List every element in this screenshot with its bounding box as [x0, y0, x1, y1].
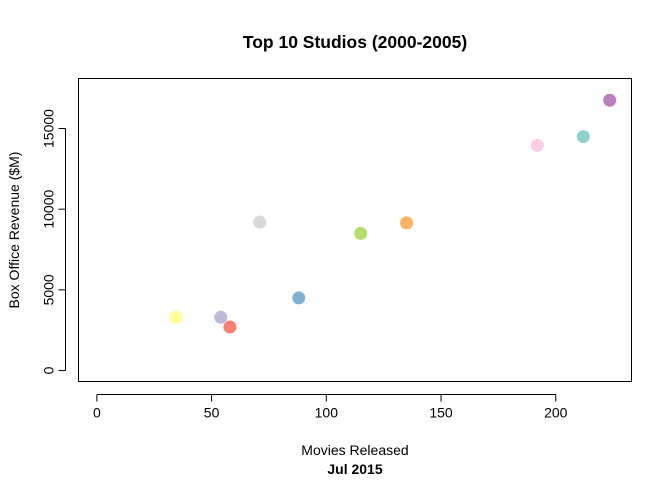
data-point: [354, 226, 368, 240]
x-axis-label: Movies Released: [301, 442, 408, 458]
x-tick-label: 50: [204, 405, 220, 421]
data-point: [253, 215, 267, 229]
y-tick-label: 10000: [41, 190, 57, 229]
x-tick-label: 0: [93, 405, 101, 421]
data-point: [214, 310, 228, 324]
x-axis: 0 50 100 150 200: [93, 394, 568, 421]
data-point: [400, 216, 414, 230]
data-point: [169, 310, 183, 324]
plot-area: [78, 78, 632, 382]
y-axis: 0 5000 10000 15000: [41, 109, 66, 374]
x-tick-label: 200: [544, 405, 568, 421]
data-point: [292, 291, 306, 305]
y-axis-label: Box Office Revenue ($M): [6, 152, 22, 309]
y-tick-label: 5000: [41, 274, 57, 305]
y-tick-label: 15000: [41, 109, 57, 148]
data-point: [223, 320, 237, 334]
data-point: [576, 130, 590, 144]
data-point: [530, 138, 544, 152]
data-points: [169, 93, 617, 334]
chart-title: Top 10 Studios (2000-2005): [243, 32, 467, 52]
chart-subtitle: Jul 2015: [327, 461, 382, 477]
data-point: [603, 93, 617, 107]
x-tick-label: 100: [315, 405, 339, 421]
y-tick-label: 0: [41, 366, 57, 374]
x-tick-label: 150: [429, 405, 453, 421]
